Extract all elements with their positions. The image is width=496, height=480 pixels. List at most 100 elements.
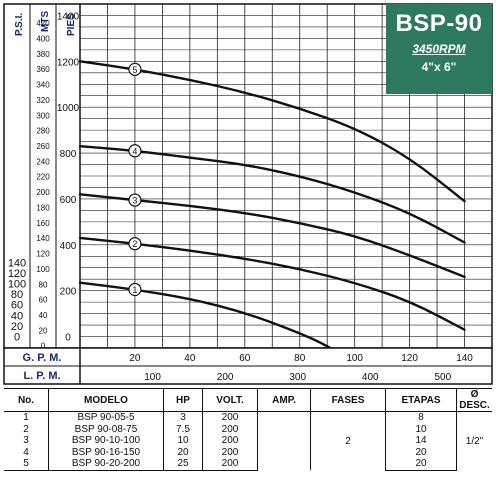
pies-tick-label: 1000 bbox=[57, 103, 80, 114]
rpm-label: 3450RPM bbox=[412, 42, 466, 56]
mts-tick-label: 400 bbox=[36, 35, 50, 44]
spec-header-row: No. MODELO HP VOLT. AMP. FASES ETAPAS Ø … bbox=[4, 388, 492, 412]
mts-tick-label: 180 bbox=[36, 203, 50, 212]
model-title-box: BSP-90 3450RPM 4"x 6" bbox=[386, 4, 492, 94]
cell-etapas: 20 bbox=[385, 446, 457, 458]
psi-tick-label: 20 bbox=[11, 321, 23, 333]
lpm-tick-label: 500 bbox=[434, 372, 451, 383]
cell-modelo: BSP 90-20-200 bbox=[48, 458, 164, 471]
gpm-tick-label: 100 bbox=[346, 353, 363, 364]
lpm-tick-label: 100 bbox=[144, 372, 161, 383]
cell-volt: 200 bbox=[202, 411, 258, 424]
mts-tick-label: 420 bbox=[36, 19, 50, 28]
mts-tick-label: 320 bbox=[36, 96, 50, 105]
curve-label-3: 3 bbox=[132, 196, 137, 206]
cell-no: 3 bbox=[23, 435, 29, 447]
mts-tick-label: 220 bbox=[36, 173, 50, 182]
psi-tick-label: 100 bbox=[8, 279, 26, 291]
cell-fases: 2 bbox=[310, 411, 386, 470]
pies-tick-label: 600 bbox=[60, 195, 77, 206]
cell-amp bbox=[257, 411, 311, 470]
curve-marker-3 bbox=[128, 193, 142, 207]
cell-modelo: BSP 90-08-75 bbox=[48, 423, 164, 435]
gpm-tick-label: 40 bbox=[184, 353, 196, 364]
mts-tick-label: 160 bbox=[36, 219, 50, 228]
cell-hp: 20 bbox=[163, 446, 203, 458]
pies-axis-label: PIES bbox=[66, 13, 77, 36]
mts-tick-label: 40 bbox=[39, 311, 48, 320]
curve-4 bbox=[78, 144, 466, 244]
gpm-tick-label: 20 bbox=[129, 353, 141, 364]
curve-marker-2 bbox=[128, 237, 142, 251]
curve-3 bbox=[78, 193, 466, 279]
pies-tick-label: 1200 bbox=[57, 57, 80, 68]
mts-tick-label: 300 bbox=[36, 111, 50, 120]
table-row: 5 BSP 90-20-200 25 200 20 bbox=[4, 458, 492, 471]
curve-marker-1 bbox=[128, 282, 142, 297]
cell-hp: 25 bbox=[163, 458, 203, 471]
gpm-tick-label: 140 bbox=[456, 353, 473, 364]
cell-etapas: 8 bbox=[385, 411, 457, 424]
table-row: 1 BSP 90-05-5 3 200 2 8 1/2" bbox=[4, 411, 492, 470]
gpm-tick-label: 120 bbox=[401, 353, 418, 364]
cell-no: 5 bbox=[4, 458, 49, 471]
col-modelo: MODELO bbox=[48, 388, 164, 412]
mts-tick-label: 200 bbox=[36, 188, 50, 197]
cell-volt: 200 bbox=[202, 435, 258, 447]
table-row: 4 BSP 90-16-150 20 200 20 bbox=[4, 446, 492, 458]
pies-tick-label: 400 bbox=[60, 241, 77, 252]
cell-modelo: BSP 90-10-100 bbox=[48, 435, 164, 447]
psi-axis-label: P.S.I. bbox=[14, 13, 25, 36]
model-name: BSP-90 bbox=[395, 10, 483, 37]
curve-label-5: 5 bbox=[132, 65, 137, 75]
mts-tick-label: 360 bbox=[36, 65, 50, 74]
gpm-tick-label: 60 bbox=[239, 353, 251, 364]
curve-label-1: 1 bbox=[132, 285, 137, 295]
lpm-tick-label: 200 bbox=[217, 372, 234, 383]
mts-tick-label: 280 bbox=[36, 127, 50, 136]
mts-tick-label: 60 bbox=[39, 296, 48, 305]
psi-tick-label: 60 bbox=[11, 300, 23, 312]
col-hp: HP bbox=[163, 388, 203, 412]
cell-modelo: BSP 90-05-5 bbox=[48, 411, 164, 424]
pies-tick-label: 800 bbox=[60, 149, 77, 160]
pies-tick-label: 1400 bbox=[57, 11, 80, 22]
mts-tick-label: 240 bbox=[36, 157, 50, 166]
cell-etapas: 20 bbox=[385, 458, 457, 471]
lpm-tick-label: 400 bbox=[362, 372, 379, 383]
mts-tick-label: 260 bbox=[36, 142, 50, 151]
cell-no: 2 bbox=[23, 423, 29, 435]
psi-tick-label: 140 bbox=[8, 257, 26, 269]
psi-tick-label: 80 bbox=[11, 289, 23, 301]
col-volt: VOLT. bbox=[202, 388, 258, 412]
cell-hp: 10 bbox=[163, 435, 203, 447]
size-label: 4"x 6" bbox=[421, 60, 457, 74]
mts-tick-label: 120 bbox=[36, 250, 50, 259]
curve-label-4: 4 bbox=[132, 146, 137, 156]
curve-label-2: 2 bbox=[132, 239, 137, 249]
pies-tick-label: 0 bbox=[65, 333, 71, 344]
table-row: 3 BSP 90-10-100 10 200 14 bbox=[4, 435, 492, 447]
pump-curve-chart: P.S.I. MTS PIES140120100806040200420400380… bbox=[3, 3, 493, 385]
cell-volt: 200 bbox=[202, 458, 258, 471]
col-etapas: ETAPAS bbox=[385, 388, 457, 412]
cell-desc: 1/2" bbox=[456, 411, 492, 470]
cell-volt: 200 bbox=[202, 446, 258, 458]
cell-volt: 200 bbox=[202, 423, 258, 435]
col-fases: FASES bbox=[310, 388, 386, 412]
lpm-tick-label: 300 bbox=[289, 372, 306, 383]
mts-tick-label: 380 bbox=[36, 50, 50, 59]
cell-no: 4 bbox=[23, 446, 29, 458]
col-desc: Ø DESC. bbox=[456, 388, 492, 412]
curve-5 bbox=[78, 60, 466, 203]
cell-etapas: 14 bbox=[385, 435, 457, 447]
col-amp: AMP. bbox=[257, 388, 311, 412]
pies-tick-label: 200 bbox=[60, 287, 77, 298]
cell-hp: 7.5 bbox=[163, 423, 203, 435]
mts-tick-label: 100 bbox=[36, 265, 50, 274]
col-no: No. bbox=[4, 388, 49, 412]
cell-hp: 3 bbox=[163, 411, 203, 424]
table-row: 2 BSP 90-08-75 7.5 200 10 bbox=[4, 423, 492, 435]
cell-modelo: BSP 90-16-150 bbox=[48, 446, 164, 458]
mts-axis-label: MTS bbox=[40, 11, 51, 32]
